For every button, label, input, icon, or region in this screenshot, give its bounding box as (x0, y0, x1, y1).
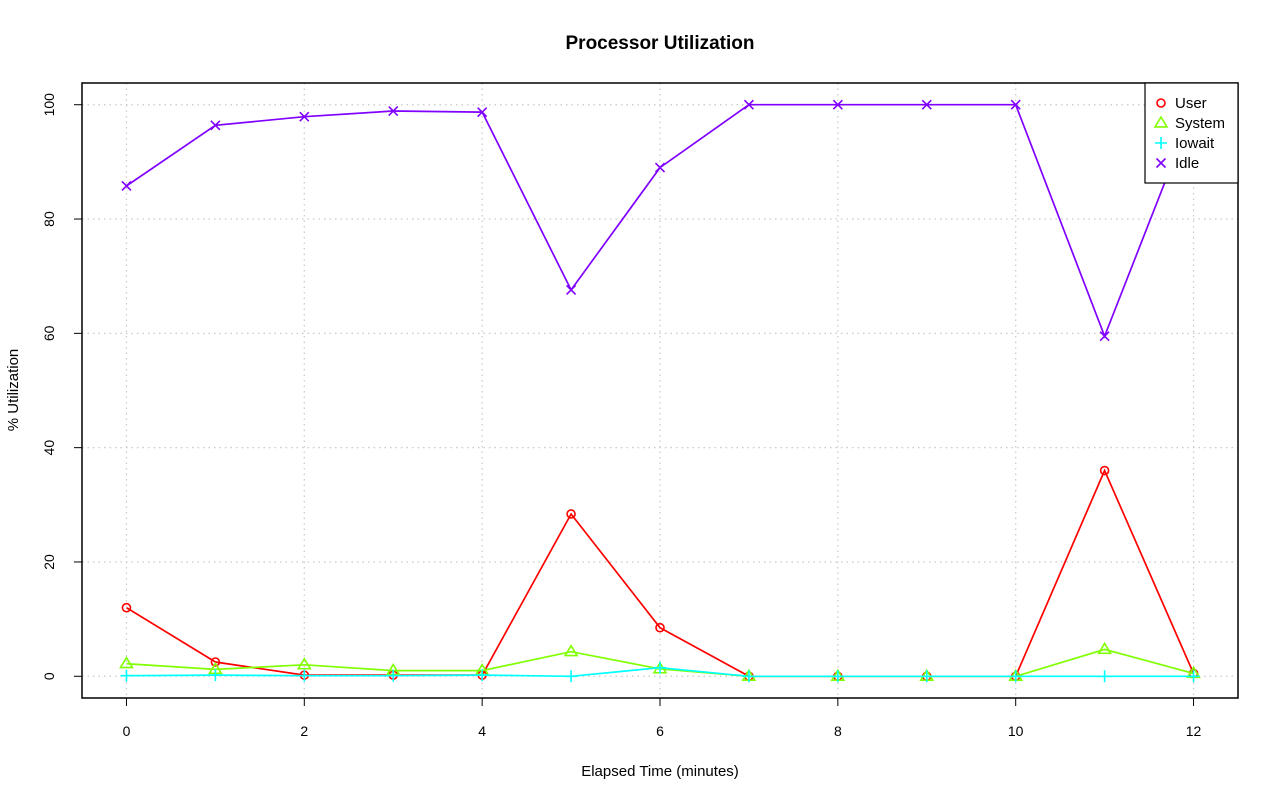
data-point-user (655, 622, 665, 633)
series-layer (119, 99, 1201, 683)
legend-marker-system (1153, 115, 1169, 128)
data-point-iowait (920, 670, 933, 683)
data-point-idle (210, 120, 221, 131)
data-point-system (119, 656, 134, 669)
grid (82, 83, 1238, 698)
legend-label-user: User (1175, 95, 1207, 112)
data-point-idle (388, 105, 399, 117)
data-point-iowait (742, 670, 755, 683)
data-point-user (121, 602, 132, 613)
y-tick-label: 40 (41, 440, 57, 456)
x-tick-label: 12 (1186, 723, 1202, 739)
x-tick-label: 6 (656, 723, 664, 739)
series-iowait (120, 661, 1200, 683)
chart-title: Processor Utilization (566, 33, 755, 54)
y-tick-label: 100 (41, 93, 57, 117)
data-point-system (296, 657, 312, 670)
x-tick-label: 2 (300, 723, 308, 739)
series-idle (121, 99, 1199, 342)
y-axis-label: % Utilization (5, 349, 22, 432)
data-point-user (210, 657, 221, 667)
x-axis-label: Elapsed Time (minutes) (581, 763, 739, 780)
y-tick-label: 60 (41, 325, 57, 341)
y-tick-label: 80 (41, 211, 57, 227)
data-point-iowait (209, 669, 222, 682)
data-point-idle (1099, 331, 1110, 342)
x-tick-label: 8 (834, 723, 842, 739)
x-tick-label: 4 (478, 723, 486, 739)
legend-marker-iowait (1155, 137, 1167, 149)
x-tick-label: 10 (1008, 723, 1024, 739)
legend-marker-idle (1155, 157, 1167, 169)
data-point-iowait (1098, 670, 1111, 683)
data-point-system (1097, 641, 1113, 655)
x-tick-label: 0 (123, 723, 131, 739)
legend-box (1144, 82, 1239, 184)
data-point-iowait (476, 669, 489, 682)
legend-marker-user (1156, 98, 1166, 108)
y-tick-label: 0 (41, 672, 57, 680)
data-point-iowait (831, 670, 844, 683)
data-point-idle (654, 162, 666, 173)
data-point-idle (743, 99, 754, 110)
legend: User System Iowait Idle (1144, 82, 1239, 184)
legend-label-system: System (1175, 115, 1225, 132)
axes: 0 2 4 6 8 10 12 0 20 40 60 80 100 (41, 93, 1202, 739)
data-point-idle (921, 99, 932, 110)
data-point-iowait (654, 661, 666, 674)
legend-label-idle: Idle (1175, 155, 1199, 172)
legend-label-iowait: Iowait (1175, 135, 1215, 152)
data-point-idle (566, 284, 577, 295)
y-tick-label: 20 (41, 554, 57, 570)
data-point-user (566, 509, 576, 519)
data-point-idle (477, 107, 488, 118)
data-point-idle (299, 111, 310, 122)
data-point-system (563, 644, 579, 657)
data-point-iowait (1187, 670, 1200, 683)
data-point-iowait (565, 670, 578, 683)
data-point-iowait (387, 669, 400, 682)
data-point-iowait (120, 669, 133, 682)
data-point-idle (1010, 99, 1021, 110)
data-point-iowait (298, 669, 311, 682)
data-point-idle (832, 99, 843, 110)
data-point-idle (121, 180, 132, 191)
data-point-iowait (1009, 670, 1022, 683)
data-point-user (1099, 465, 1110, 476)
